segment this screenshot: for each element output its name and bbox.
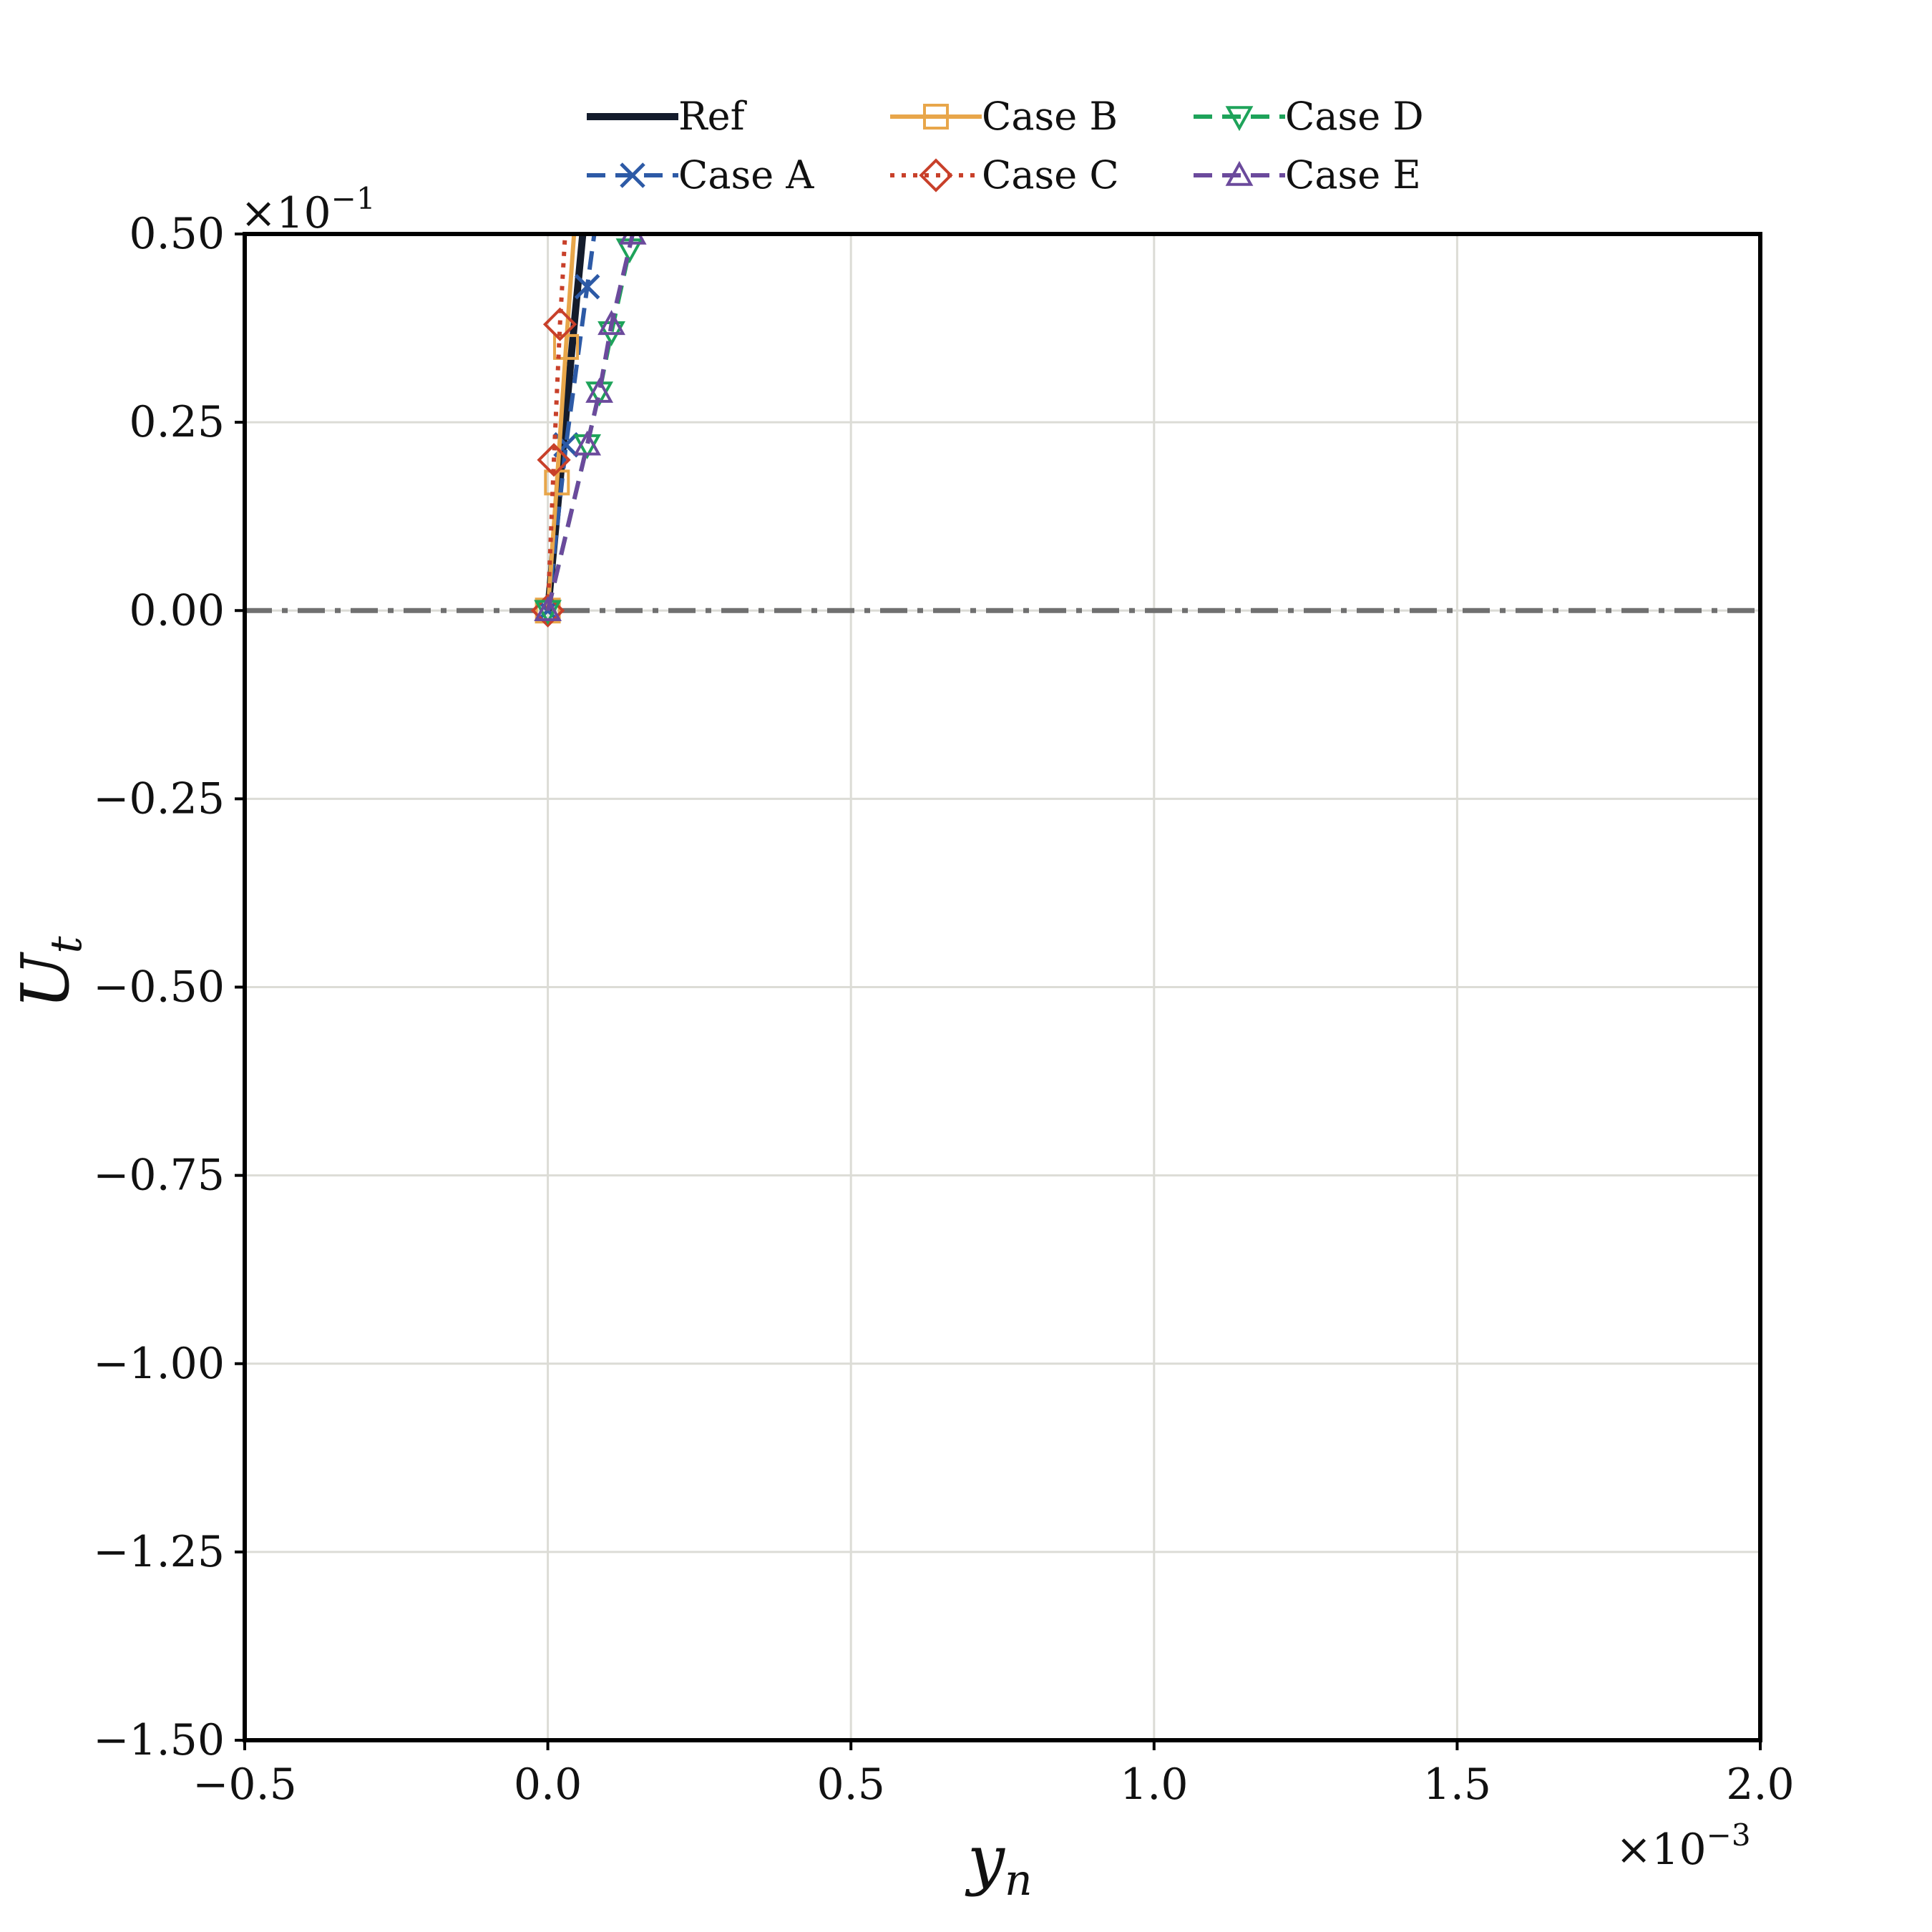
data-point <box>923 104 949 130</box>
y-tick-label: −0.75 <box>93 1151 225 1201</box>
data-point <box>1225 106 1254 132</box>
legend-item: Case A <box>587 152 814 197</box>
x-axis-label: yn <box>965 1821 1033 1906</box>
data-point <box>618 234 647 245</box>
x-tick-label: 2.0 <box>1726 1760 1794 1810</box>
x-tick-label: 0.5 <box>816 1760 884 1810</box>
legend-item: Case C <box>890 152 1119 197</box>
y-tick-label: 0.00 <box>129 585 225 635</box>
legend-item: Case D <box>1194 94 1424 139</box>
y-tick-label: −1.00 <box>93 1339 225 1389</box>
y-tick-label: −1.25 <box>93 1527 225 1577</box>
series-line <box>545 234 635 611</box>
y-axis-label: Ut <box>7 935 92 1009</box>
series-group <box>530 234 647 628</box>
x-tick-label: 1.5 <box>1423 1760 1491 1810</box>
series-line <box>545 234 577 611</box>
data-point <box>537 443 571 477</box>
x-tick-label: −0.5 <box>192 1760 297 1810</box>
data-point <box>574 273 600 300</box>
series-case-e <box>534 234 647 622</box>
legend-label: Case A <box>678 152 814 197</box>
axis-ticks: −0.5 0.0 0.5 1.0 1.5 2.0 −1.50 −1.25 −1.00 −0.75 −… <box>93 209 1795 1810</box>
grid <box>243 233 1762 1742</box>
data-point <box>542 307 577 341</box>
y-multiplier: ×10−1 <box>240 181 376 238</box>
data-point <box>597 310 625 336</box>
y-tick-label: 0.50 <box>129 209 225 259</box>
y-tick-label: −0.25 <box>93 774 225 824</box>
legend-item: Case E <box>1194 152 1421 197</box>
legend-label: Case C <box>982 152 1119 197</box>
data-point <box>585 377 614 403</box>
series-line <box>545 234 567 611</box>
data-point <box>1225 160 1254 186</box>
legend-item: Ref <box>587 94 748 139</box>
legend-label: Case B <box>982 94 1118 139</box>
legend-label: Case E <box>1285 152 1421 197</box>
x-tick-label: 1.0 <box>1120 1760 1188 1810</box>
legend-label: Ref <box>678 94 748 139</box>
series-line <box>545 234 597 611</box>
series-case-b <box>535 234 580 624</box>
data-point <box>919 158 953 192</box>
legend-label: Case D <box>1285 94 1424 139</box>
y-tick-label: −0.50 <box>93 962 225 1013</box>
x-multiplier: ×10−3 <box>1616 1818 1751 1875</box>
legend: Ref Case A Case B Case C Case D Case E <box>587 94 1424 197</box>
x-tick-label: 0.0 <box>514 1760 582 1810</box>
data-point <box>620 162 645 188</box>
y-tick-label: −1.50 <box>93 1715 225 1765</box>
data-point <box>553 333 580 360</box>
data-point <box>534 596 562 622</box>
y-tick-label: 0.25 <box>129 397 225 447</box>
data-point <box>573 430 602 456</box>
legend-item: Case B <box>890 94 1118 139</box>
